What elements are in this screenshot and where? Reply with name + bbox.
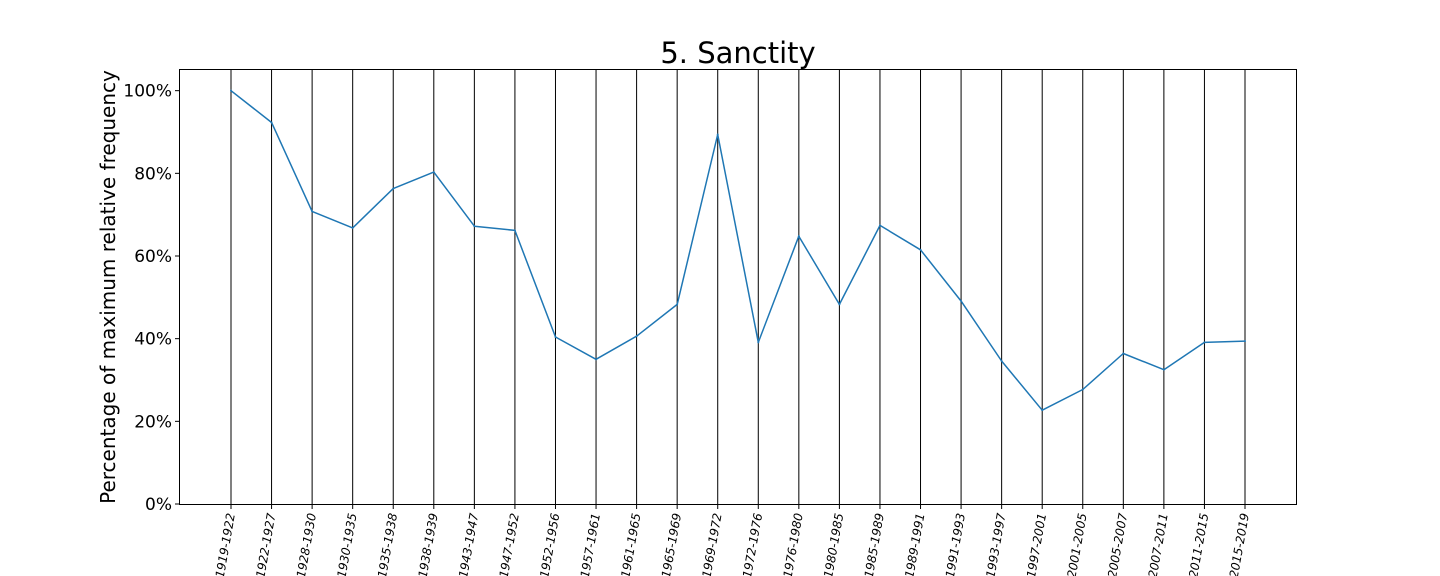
data-point [1244,340,1246,343]
y-tick-label: 60% [134,247,172,267]
plot-frame [179,69,1297,505]
data-point [270,121,273,124]
y-tick-label: 0% [145,495,172,515]
data-point [797,235,800,238]
data-point [960,300,963,303]
vertical-gridlines [230,70,1246,504]
data-point [432,171,435,174]
data-point [554,336,557,339]
data-point [878,224,881,227]
data-point [716,133,719,136]
y-tick-label: 100% [123,82,172,102]
data-point [1162,368,1165,371]
data-point [919,248,922,251]
data-point [1203,341,1206,344]
y-tick-label: 20% [134,412,172,432]
data-point [676,303,679,306]
y-axis-label: Percentage of maximum relative frequency [96,70,120,504]
data-point [351,226,354,229]
data-series [230,89,1246,412]
data-point [513,229,516,232]
data-point [635,335,638,338]
data-point [392,187,395,190]
y-tick-label: 40% [134,330,172,350]
data-point [230,89,232,92]
data-point [595,358,598,361]
data-point [1122,352,1125,355]
chart-title: 5. Sanctity [660,36,815,70]
data-point [473,225,476,228]
series-line [230,90,1246,411]
y-tick-label: 80% [134,164,172,184]
y-axis-ticks: 0% 20% 40% 60% 80% 100% [123,82,180,515]
data-point [1081,388,1084,391]
data-point [1041,409,1044,412]
data-point [311,210,314,213]
data-point [757,341,760,344]
data-point [838,303,841,306]
data-point [1000,359,1003,362]
